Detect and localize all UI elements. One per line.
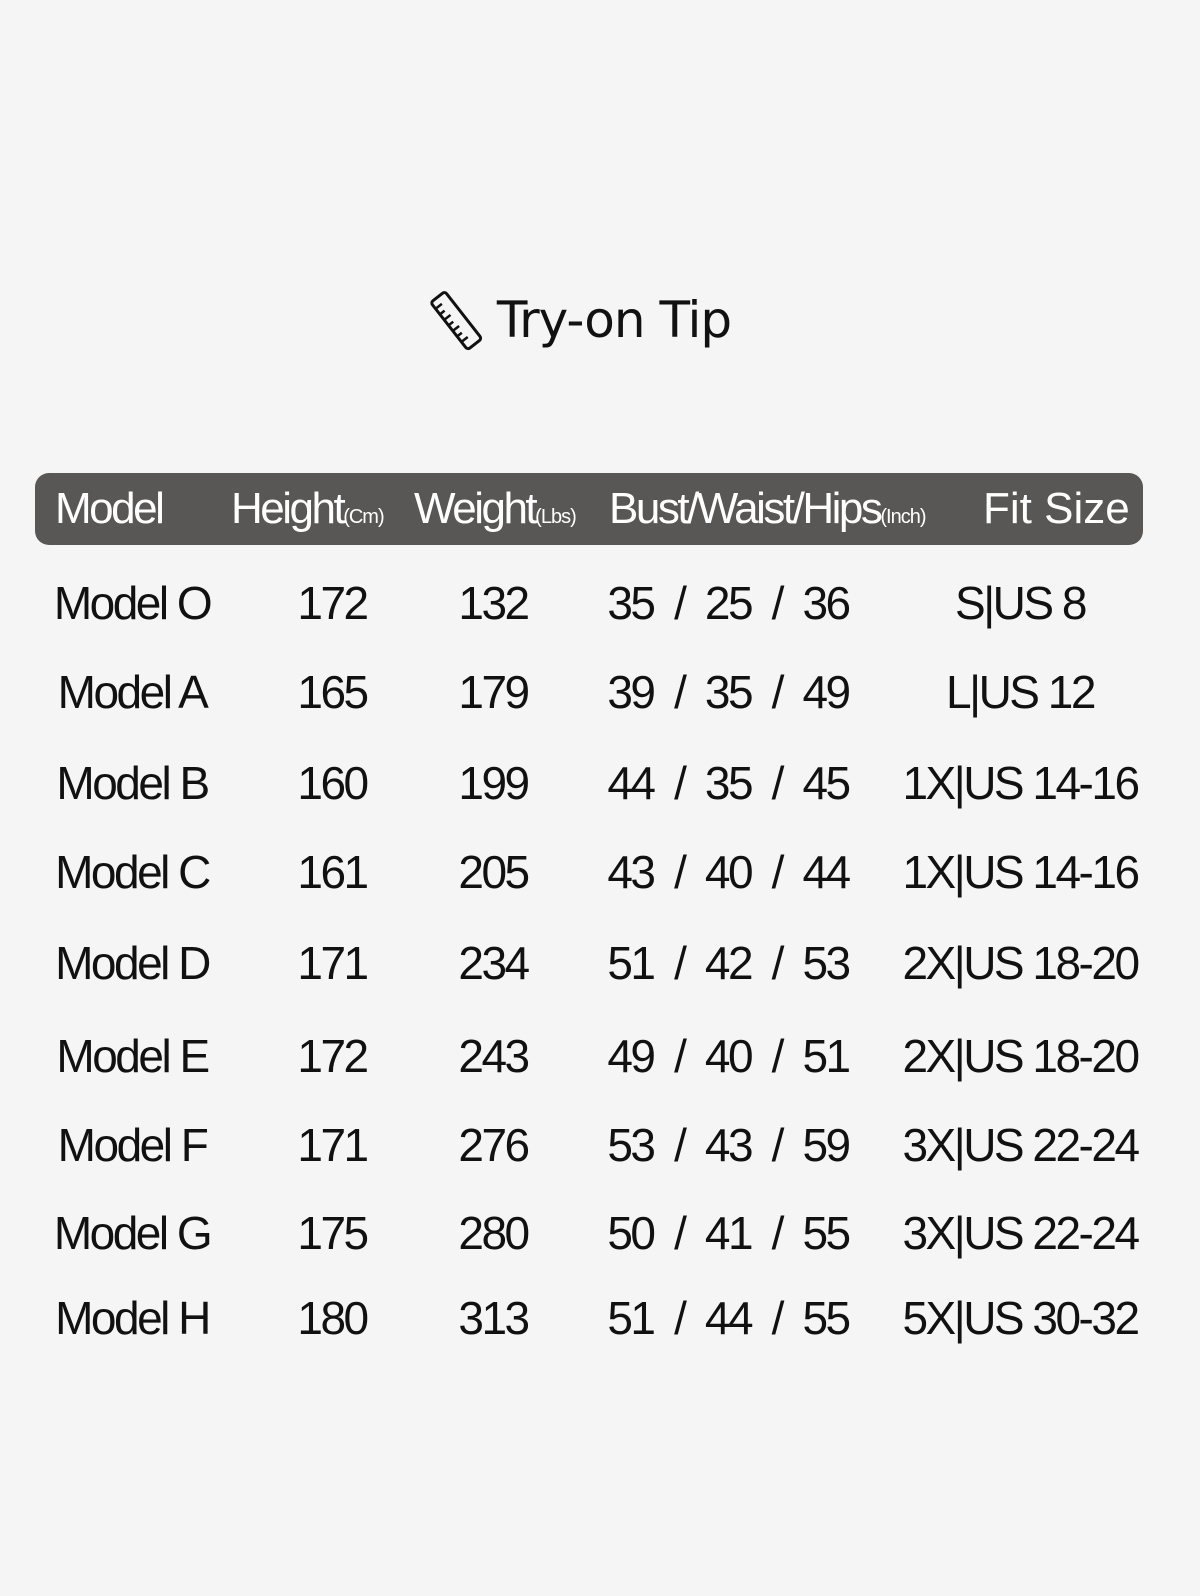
model-name: Model G — [53, 1207, 213, 1259]
height-value: 171 — [297, 937, 369, 989]
measurements-value: 49 / 40 / 51 — [607, 1030, 851, 1082]
header-weight: Weight(Lbs) — [414, 484, 577, 533]
fit-size-value: 1X|US 14-16 — [902, 757, 1140, 809]
table-row: Model H 180 313 51 / 44 / 55 5X|US 30-32 — [0, 1288, 1200, 1348]
height-value: 180 — [297, 1292, 369, 1344]
weight-value: 132 — [458, 577, 530, 629]
fit-size-value: 5X|US 30-32 — [902, 1292, 1140, 1344]
table-row: Model C 161 205 43 / 40 / 44 1X|US 14-16 — [0, 842, 1200, 902]
height-value: 172 — [297, 577, 369, 629]
fit-size-value: S|US 8 — [955, 577, 1087, 629]
table-row: Model D 171 234 51 / 42 / 53 2X|US 18-20 — [0, 933, 1200, 993]
table-header: Model Height(Cm) Weight(Lbs) Bust/Waist/… — [35, 473, 1143, 545]
table-row: Model G 175 280 50 / 41 / 55 3X|US 22-24 — [0, 1203, 1200, 1263]
title: Try-on Tip — [0, 288, 1160, 352]
weight-value: 280 — [458, 1207, 530, 1259]
model-name: Model C — [55, 846, 211, 898]
model-name: Model F — [57, 1119, 209, 1171]
weight-value: 276 — [458, 1119, 530, 1171]
height-value: 165 — [297, 666, 369, 718]
model-name: Model O — [53, 577, 213, 629]
weight-value: 199 — [458, 757, 530, 809]
header-measurements: Bust/Waist/Hips(Inch) — [609, 484, 927, 533]
height-value: 175 — [297, 1207, 369, 1259]
measurements-value: 51 / 44 / 55 — [607, 1292, 851, 1344]
fit-size-value: 1X|US 14-16 — [902, 846, 1140, 898]
weight-value: 243 — [458, 1030, 530, 1082]
model-name: Model B — [56, 757, 210, 809]
table-row: Model B 160 199 44 / 35 / 45 1X|US 14-16 — [0, 753, 1200, 813]
header-height: Height(Cm) — [231, 484, 385, 533]
table-row: Model F 171 276 53 / 43 / 59 3X|US 22-24 — [0, 1115, 1200, 1175]
fit-size-value: L|US 12 — [946, 666, 1096, 718]
fit-size-value: 3X|US 22-24 — [902, 1207, 1140, 1259]
table-row: Model A 165 179 39 / 35 / 49 L|US 12 — [0, 662, 1200, 722]
weight-value: 313 — [458, 1292, 530, 1344]
weight-value: 179 — [458, 666, 530, 718]
table-row: Model O 172 132 35 / 25 / 36 S|US 8 — [0, 573, 1200, 633]
measurements-value: 43 / 40 / 44 — [607, 846, 851, 898]
page-title: Try-on Tip — [496, 291, 732, 349]
table-row: Model E 172 243 49 / 40 / 51 2X|US 18-20 — [0, 1026, 1200, 1086]
model-name: Model E — [56, 1030, 210, 1082]
measurements-value: 53 / 43 / 59 — [607, 1119, 851, 1171]
model-name: Model A — [57, 666, 209, 718]
measurements-value: 35 / 25 / 36 — [607, 577, 851, 629]
fit-size-value: 2X|US 18-20 — [902, 1030, 1140, 1082]
height-value: 160 — [297, 757, 369, 809]
weight-value: 205 — [458, 846, 530, 898]
measurements-value: 39 / 35 / 49 — [607, 666, 851, 718]
measurements-value: 50 / 41 / 55 — [607, 1207, 851, 1259]
height-value: 172 — [297, 1030, 369, 1082]
measurements-value: 51 / 42 / 53 — [607, 937, 851, 989]
weight-value: 234 — [458, 937, 530, 989]
header-fit-size: Fit Size — [983, 484, 1130, 533]
model-name: Model H — [55, 1292, 211, 1344]
header-model: Model — [55, 484, 165, 533]
height-value: 171 — [297, 1119, 369, 1171]
model-name: Model D — [55, 937, 211, 989]
ruler-icon — [430, 291, 482, 351]
fit-size-value: 2X|US 18-20 — [902, 937, 1140, 989]
measurements-value: 44 / 35 / 45 — [607, 757, 851, 809]
fit-size-value: 3X|US 22-24 — [902, 1119, 1140, 1171]
height-value: 161 — [297, 846, 369, 898]
